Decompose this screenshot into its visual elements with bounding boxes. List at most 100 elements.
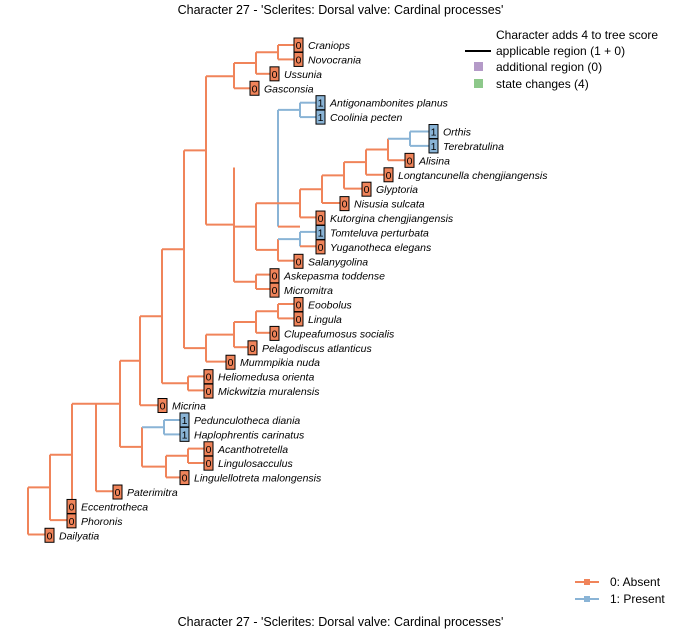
- state-value: 0: [160, 401, 166, 413]
- state-box: [157, 398, 168, 413]
- taxon-label: Ussunia: [284, 69, 322, 81]
- state-value: 0: [182, 473, 188, 485]
- state-value: 0: [206, 386, 212, 398]
- taxon-label: Glyptoria: [376, 184, 418, 196]
- state-box: [293, 311, 304, 327]
- taxon-tip: 1 Antigonambonites planus: [315, 95, 449, 111]
- taxon-label: Yuganotheca elegans: [330, 242, 432, 254]
- state-value: 0: [47, 530, 53, 542]
- state-value: 0: [115, 487, 121, 499]
- taxon-tip: 0 Ussunia: [269, 66, 322, 82]
- taxon-tip: 0 Alisina: [404, 152, 450, 168]
- state-value: 1: [431, 127, 437, 139]
- taxon-tip: 0 Lingulellotreta malongensis: [179, 470, 322, 486]
- state-box: [249, 80, 260, 96]
- taxon-tip: 0 Clupeafumosus socialis: [269, 325, 395, 341]
- taxon-label: Lingula: [308, 314, 342, 326]
- state-box: [44, 527, 55, 543]
- state-1-label: 1: Present: [610, 592, 665, 606]
- taxon-label: Tomteluva perturbata: [330, 227, 429, 239]
- state-box: [203, 455, 214, 471]
- additional-region-swatch: [474, 62, 483, 71]
- state-value: 0: [206, 444, 212, 456]
- taxon-label: Alisina: [418, 155, 450, 167]
- state-0-label: 0: Absent: [610, 575, 661, 589]
- state-value: 0: [69, 516, 75, 528]
- state-value: 1: [318, 227, 324, 239]
- state-value: 0: [272, 271, 278, 283]
- state-value: 0: [272, 285, 278, 297]
- state-box: [383, 167, 394, 183]
- taxon-label: Lingulellotreta malongensis: [194, 473, 322, 485]
- state-box: [315, 239, 326, 255]
- state-box: [293, 51, 304, 67]
- state-box: [293, 253, 304, 269]
- score-legend-applicable: applicable region (1 + 0): [496, 44, 626, 58]
- taxon-label: Pedunculotheca diania: [194, 415, 300, 427]
- state-value: 0: [296, 256, 302, 268]
- taxon-label: Pelagodiscus atlanticus: [262, 343, 372, 355]
- state-value: 0: [296, 54, 302, 66]
- taxon-label: Kutorgina chengjiangensis: [330, 213, 454, 225]
- state-box: [404, 152, 415, 168]
- taxon-tip: 0 Acanthotretella: [203, 441, 288, 457]
- score-legend-heading: Character adds 4 to tree score: [496, 28, 659, 42]
- state-box: [66, 513, 77, 529]
- taxon-label: Micrina: [172, 401, 206, 413]
- taxon-tip: 0 Askepasma toddense: [269, 268, 385, 284]
- taxon-tip: 1 Orthis: [428, 124, 472, 140]
- state-box: [179, 426, 190, 442]
- taxon-tip: 0 Phoronis: [66, 513, 123, 529]
- taxon-tip: 0 Eoobolus: [293, 297, 353, 313]
- state-value: 0: [386, 170, 392, 182]
- state-value: 0: [69, 501, 75, 513]
- taxon-label: Haplophrentis carinatus: [194, 429, 305, 441]
- state-value: 1: [182, 415, 188, 427]
- score-legend-changes: state changes (4): [496, 77, 589, 91]
- state-value: 1: [182, 429, 188, 441]
- state-value: 0: [296, 314, 302, 326]
- taxon-tip: 0 Paterimitra: [112, 484, 178, 500]
- taxon-tip: 0 Salanygolina: [293, 253, 368, 269]
- state-1-swatch: [575, 596, 599, 602]
- state-box: [269, 282, 280, 298]
- taxon-label: Gasconsia: [264, 83, 314, 95]
- state-box: [339, 196, 350, 212]
- state-value: 1: [318, 112, 324, 124]
- applicable-line-swatch: [465, 50, 491, 52]
- taxon-label: Paterimitra: [127, 487, 178, 499]
- taxon-tip: 0 Dailyatia: [44, 527, 99, 543]
- taxon-tip: 0 Kutorgina chengjiangensis: [315, 210, 454, 226]
- state-value: 0: [228, 357, 234, 369]
- plot-title-bottom: Character 27 - 'Sclerites: Dorsal valve:…: [177, 615, 504, 629]
- taxon-label: Dailyatia: [59, 530, 99, 542]
- taxon-label: Phoronis: [81, 516, 123, 528]
- state-value: 0: [272, 328, 278, 340]
- state-value: 0: [364, 184, 370, 196]
- state-value: 0: [296, 40, 302, 52]
- taxon-tip: 1 Coolinia pecten: [315, 109, 403, 125]
- taxon-tip: 0 Lingula: [293, 311, 342, 327]
- plot-title-top: Character 27 - 'Sclerites: Dorsal valve:…: [177, 3, 504, 17]
- taxon-label: Craniops: [308, 40, 351, 52]
- taxon-tip: 1 Pedunculotheca diania: [179, 412, 300, 428]
- taxon-label: Longtancunella chengjiangensis: [398, 170, 548, 182]
- tree-edges: [27, 44, 429, 536]
- score-legend-additional: additional region (0): [496, 60, 603, 74]
- taxon-label: Clupeafumosus socialis: [284, 328, 395, 340]
- state-box: [269, 66, 280, 82]
- taxon-label: Salanygolina: [308, 256, 368, 268]
- state-box: [428, 138, 439, 154]
- taxon-tip: 1 Haplophrentis carinatus: [179, 426, 305, 442]
- taxon-tip: 0 Lingulosacculus: [203, 455, 293, 471]
- taxon-label: Terebratulina: [443, 141, 504, 153]
- state-changes-swatch: [474, 79, 483, 88]
- state-value: 0: [296, 300, 302, 312]
- taxon-tip: 0 Craniops: [293, 37, 351, 53]
- state-box: [179, 470, 190, 486]
- taxon-tip: 0 Pelagodiscus atlanticus: [247, 340, 372, 356]
- state-box: [269, 325, 280, 341]
- state-value: 0: [407, 155, 413, 167]
- taxon-label: Heliomedusa orienta: [218, 372, 314, 384]
